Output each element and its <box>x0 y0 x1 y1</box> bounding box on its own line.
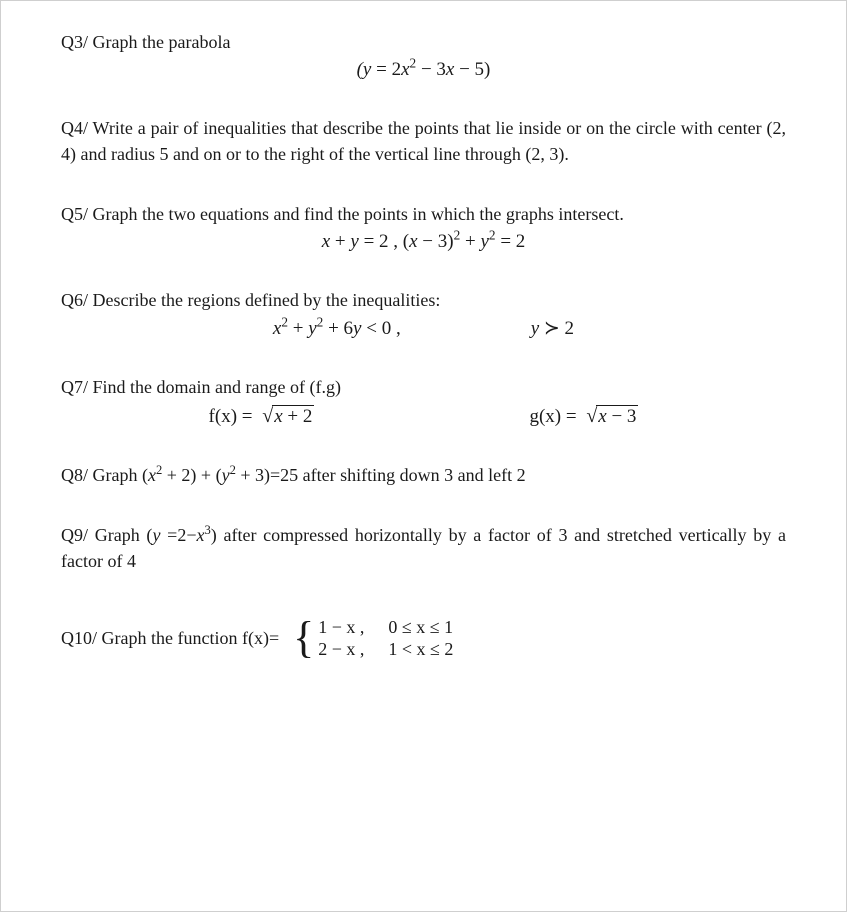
q6-equations: x2 + y2 + 6y < 0 , y ≻ 2 <box>61 317 786 340</box>
question-6: Q6/ Describe the regions defined by the … <box>61 287 786 340</box>
sqrt-icon: x − 3 <box>583 405 638 428</box>
q6-eq-part: y <box>531 318 539 339</box>
q7-f-label: f(x) = <box>209 406 258 427</box>
q6-eq-part: y <box>308 318 316 339</box>
q7-g-rad: x <box>598 406 606 427</box>
left-brace-icon: { <box>293 618 314 658</box>
piecewise-row-1: 1 − x , 0 ≤ x ≤ 1 <box>318 616 453 639</box>
q3-eq-part: (y <box>357 59 372 80</box>
piecewise-row-2: 2 − x , 1 < x ≤ 2 <box>318 638 453 661</box>
q4-text: Q4/ Write a pair of inequalities that de… <box>61 115 786 167</box>
q3-eq-part: − 5) <box>454 59 490 80</box>
piecewise-rows: 1 − x , 0 ≤ x ≤ 1 2 − x , 1 < x ≤ 2 <box>318 616 453 661</box>
q7-equations: f(x) = x + 2 g(x) = x − 3 <box>61 405 786 428</box>
q7-f: f(x) = x + 2 <box>209 405 315 428</box>
q9-text: Q9/ Graph (y =2−x3) after compressed hor… <box>61 522 786 574</box>
q3-eq-part: − 3 <box>416 59 446 80</box>
question-3: Q3/ Graph the parabola (y = 2x2 − 3x − 5… <box>61 29 786 81</box>
piece-left: 2 − x , <box>318 638 364 661</box>
q8-part: + 2) + ( <box>162 465 221 485</box>
q3-eq-part: = <box>371 59 391 80</box>
q5-eq-exp: 2 <box>489 228 496 243</box>
q7-g-tail: − 3 <box>607 406 637 427</box>
piece-right: 1 < x ≤ 2 <box>388 638 453 661</box>
piece-right: 0 ≤ x ≤ 1 <box>388 616 453 639</box>
q8-part: + 3)=25 after shifting down 3 and left 2 <box>236 465 526 485</box>
q5-eq-part: y <box>480 231 488 252</box>
document-page: Q3/ Graph the parabola (y = 2x2 − 3x − 5… <box>0 0 847 912</box>
q8-text: Q8/ Graph (x2 + 2) + (y2 + 3)=25 after s… <box>61 462 786 488</box>
q9-part: =2− <box>160 525 196 545</box>
question-7: Q7/ Find the domain and range of (f.g) f… <box>61 374 786 427</box>
q7-f-rad: x <box>274 406 282 427</box>
q5-eq-part: = 2 , ( <box>359 231 409 252</box>
q5-eq-part: + <box>460 231 480 252</box>
q5-eq-part: y <box>350 231 358 252</box>
question-8: Q8/ Graph (x2 + 2) + (y2 + 3)=25 after s… <box>61 462 786 488</box>
question-9: Q9/ Graph (y =2−x3) after compressed hor… <box>61 522 786 574</box>
q9-part: Q9/ Graph ( <box>61 525 152 545</box>
q6-eq-part: ≻ 2 <box>539 318 574 339</box>
question-10: Q10/ Graph the function f(x)= { 1 − x , … <box>61 616 786 661</box>
q5-eq-part: = 2 <box>496 231 526 252</box>
question-5: Q5/ Graph the two equations and find the… <box>61 201 786 253</box>
q5-eq-part: + <box>330 231 350 252</box>
q7-label: Q7/ Find the domain and range of (f.g) <box>61 374 786 400</box>
piece-left: 1 − x , <box>318 616 364 639</box>
q10-label: Q10/ Graph the function f(x)= <box>61 628 279 649</box>
q6-eq2: y ≻ 2 <box>531 317 574 340</box>
q5-eq-part: x <box>409 231 417 252</box>
q3-eq-part: x <box>401 59 409 80</box>
q5-equation: x + y = 2 , (x − 3)2 + y2 = 2 <box>61 231 786 253</box>
q7-g-label: g(x) = <box>529 406 581 427</box>
question-4: Q4/ Write a pair of inequalities that de… <box>61 115 786 167</box>
sqrt-icon: x + 2 <box>259 405 314 428</box>
q6-eq-part: + <box>288 318 308 339</box>
q8-part: x <box>148 465 156 485</box>
q3-eq-part: 2 <box>392 59 402 80</box>
q8-part: Q8/ Graph ( <box>61 465 148 485</box>
q5-label: Q5/ Graph the two equations and find the… <box>61 201 786 227</box>
q10-row: Q10/ Graph the function f(x)= { 1 − x , … <box>61 616 786 661</box>
q7-g: g(x) = x − 3 <box>529 405 638 428</box>
q6-eq-part: < 0 , <box>361 318 400 339</box>
q3-label: Q3/ Graph the parabola <box>61 29 786 55</box>
q7-f-tail: + 2 <box>283 406 313 427</box>
q5-eq-part: − 3) <box>418 231 454 252</box>
q6-eq1: x2 + y2 + 6y < 0 , <box>273 318 401 340</box>
piecewise-function: { 1 − x , 0 ≤ x ≤ 1 2 − x , 1 < x ≤ 2 <box>293 616 453 661</box>
q6-eq-part: + 6 <box>323 318 353 339</box>
q6-label: Q6/ Describe the regions defined by the … <box>61 287 786 313</box>
q8-part: y <box>222 465 230 485</box>
q5-eq-part: x <box>322 231 330 252</box>
q3-equation: (y = 2x2 − 3x − 5) <box>61 59 786 81</box>
